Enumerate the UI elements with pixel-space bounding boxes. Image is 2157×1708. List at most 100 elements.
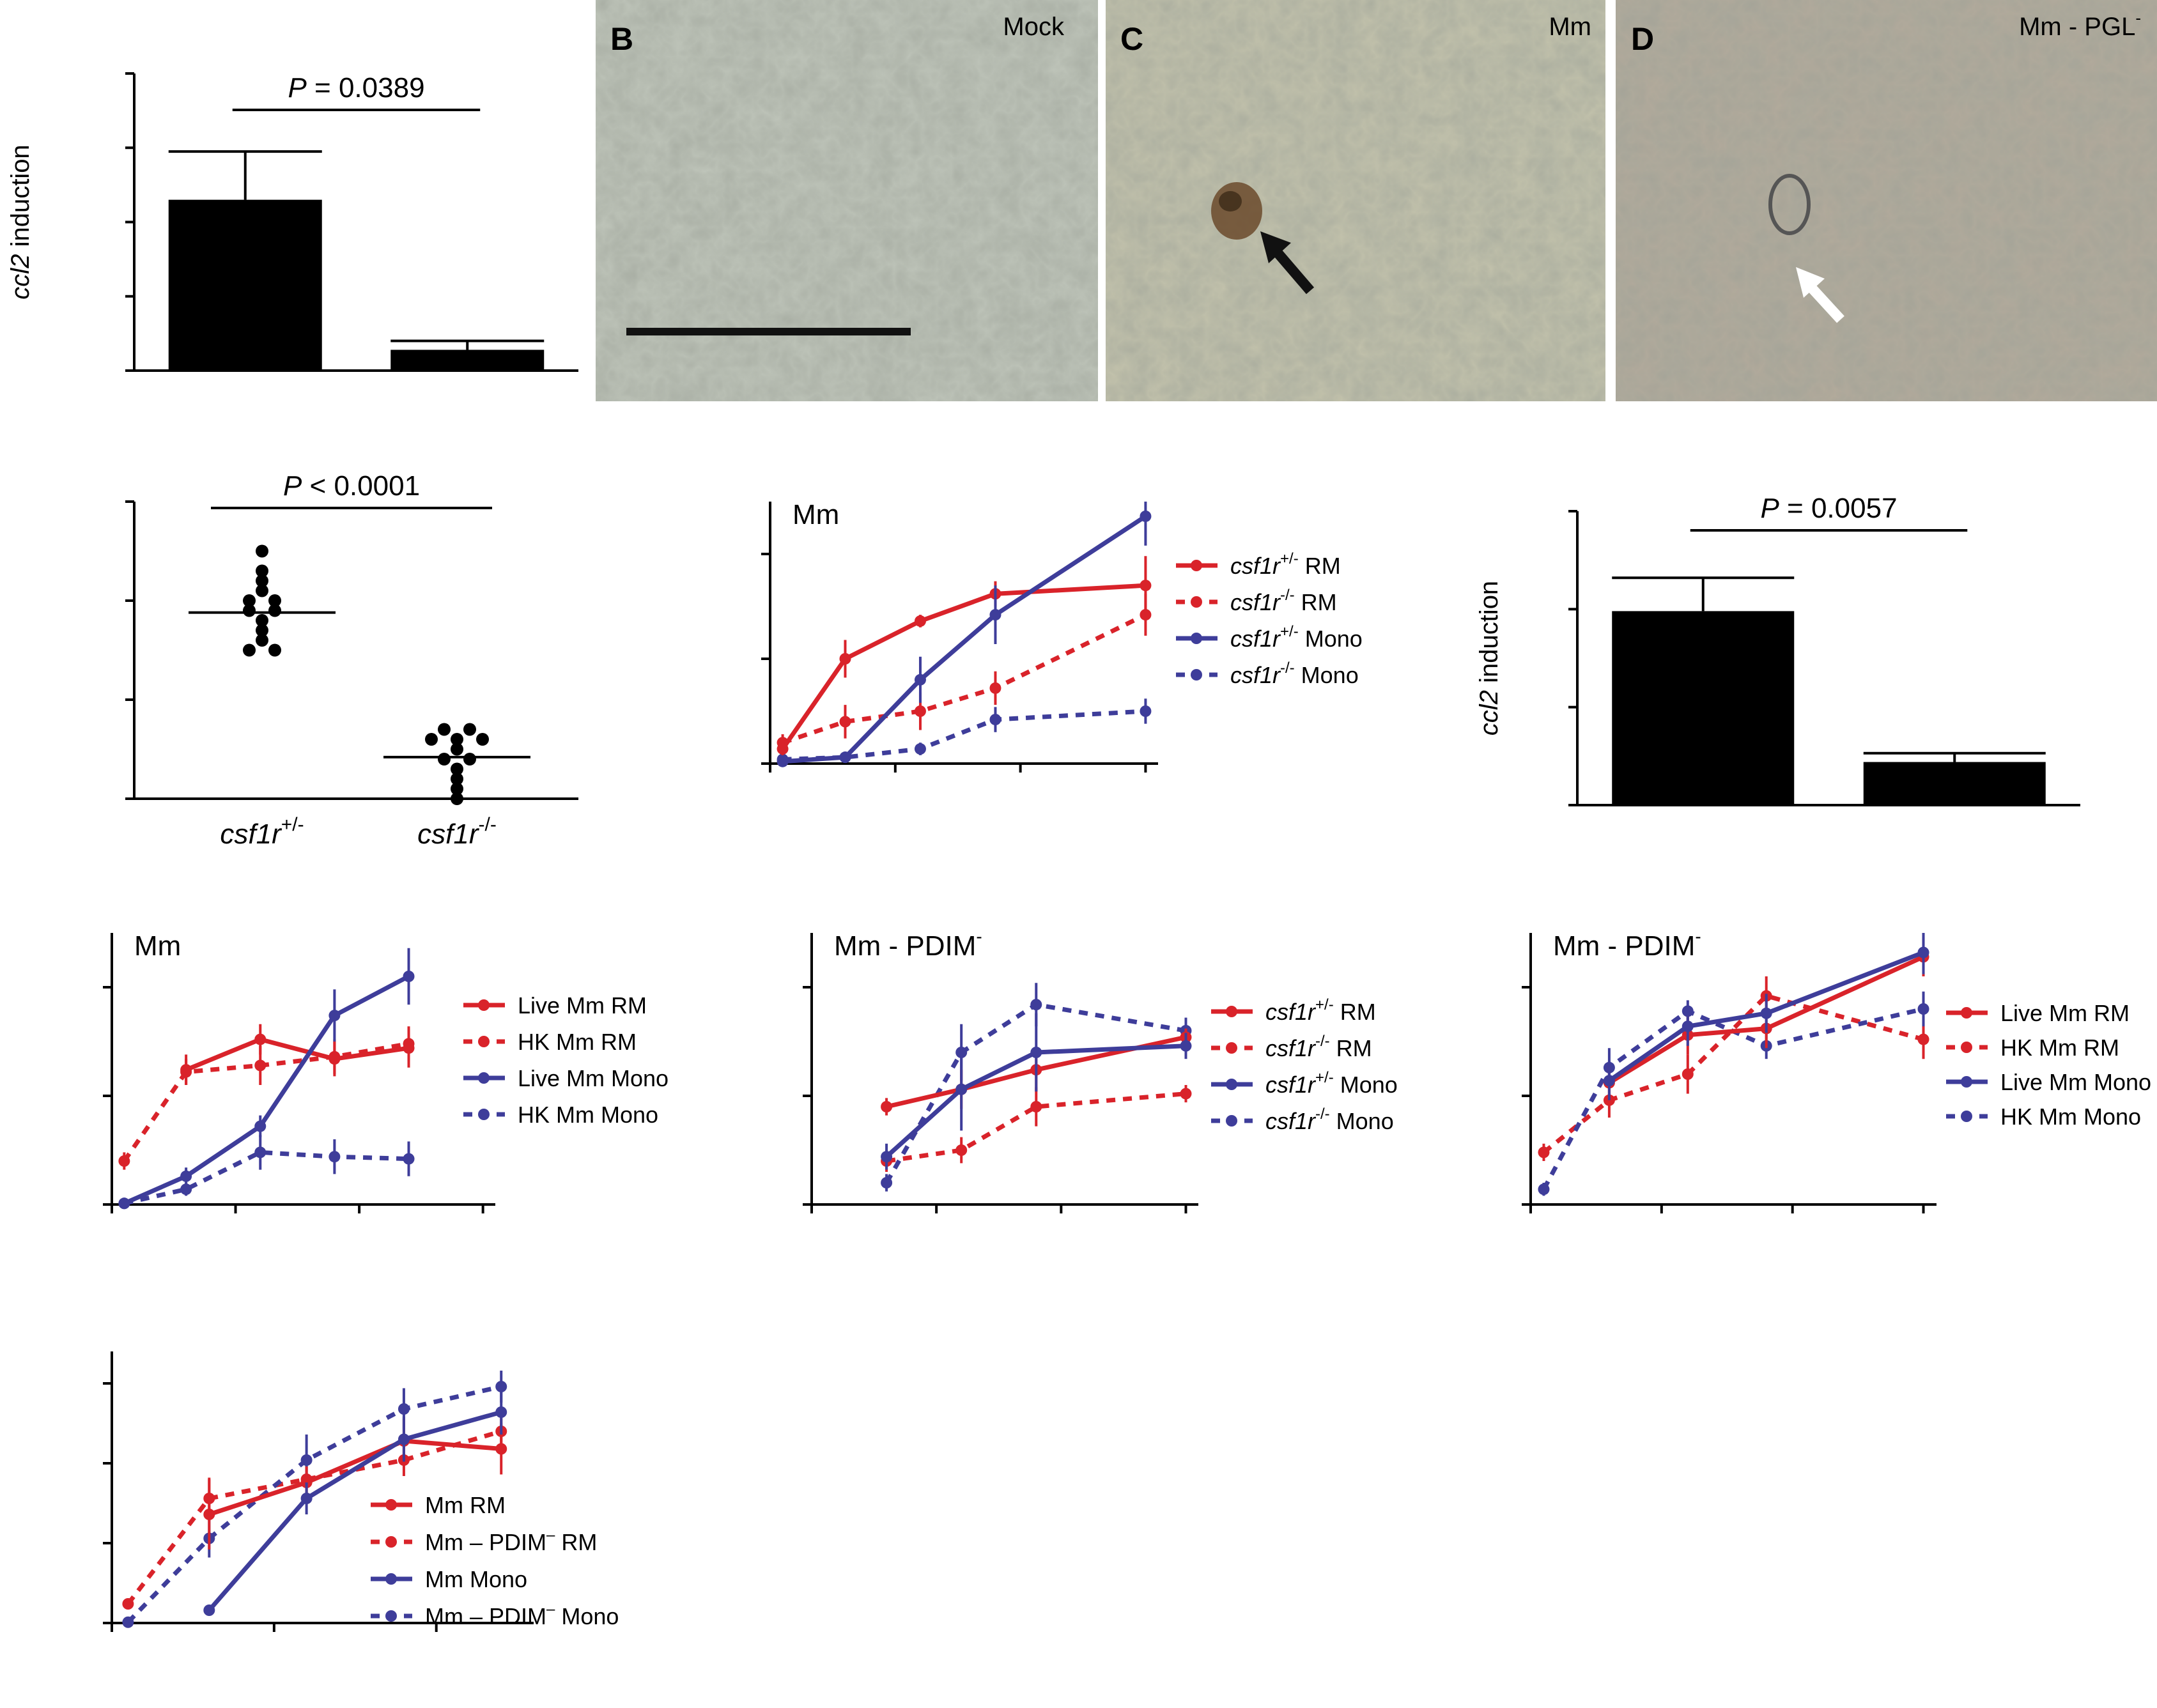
legend-label-1: Mm – PDIM– RM [425,1527,597,1555]
series-2 [777,502,1152,767]
data-point [243,604,256,617]
legend-label-1: csf1r-/- RM [1230,587,1337,615]
legend-marker-3 [1961,1111,1972,1122]
legend-label-0: Live Mm RM [2000,1000,2130,1026]
legend-marker-0 [1191,560,1202,571]
data-point [989,714,1001,726]
series-line [885,1043,1186,1158]
data-point [1180,1088,1192,1100]
legend-marker-1 [1961,1042,1972,1053]
micrograph-d-label: Mm - PGL- [2019,8,2141,41]
legend-marker-0 [478,999,490,1011]
series-line [885,1002,1187,1184]
data-point [451,773,463,785]
chart-k: Mm RM Mm – PDIM– RM Mm Mono Mm – PDIM– Mono [103,1351,619,1632]
data-point [256,574,268,587]
legend-label-0: Live Mm RM [518,992,647,1019]
legend-label-1: HK Mm RM [518,1029,637,1055]
legend-marker-2 [478,1072,490,1084]
data-point [839,751,851,764]
data-point [403,1153,415,1165]
data-point [1538,1183,1550,1196]
chart-i: Mm - PDIM-csf1r+/- RM csf1r-/- RM csf1r+/-… [803,927,1398,1213]
series-line [207,1410,502,1612]
legend-marker-1 [1226,1042,1237,1054]
legend-marker-1 [385,1536,397,1548]
data-point [180,1170,192,1182]
data-point [438,723,451,736]
data-point [451,782,463,796]
data-point [398,1433,410,1445]
cell-outline [1768,174,1811,235]
data-point [463,753,476,766]
data-point [1030,1101,1042,1112]
chart-a: ccl2 induction P = 0.0389 [6,72,578,372]
legend-label-2: Mm Mono [425,1566,527,1592]
data-point [1682,1020,1694,1033]
category-label: csf1r-/- [417,814,497,850]
inset-label: Mm - PDIM- [834,927,982,962]
legend-label-2: Live Mm Mono [2000,1069,2151,1095]
data-point [403,1042,415,1054]
category-label: csf1r+/- [220,814,304,850]
data-point [451,733,463,746]
data-point [256,624,268,637]
data-point [256,544,268,558]
data-point [329,1010,341,1022]
data-point [254,1059,267,1072]
legend-label-0: csf1r+/- RM [1230,550,1341,579]
series-line [886,1091,1186,1164]
charts-layer: ccl2 induction P = 0.0389 csf1r+/- csf1r-/-… [6,72,2151,1632]
legend-marker-0 [385,1499,397,1511]
legend-label-3: csf1r-/- Mono [1265,1105,1394,1134]
data-point [495,1381,507,1392]
data-point [256,584,268,597]
series-0 [777,556,1152,755]
data-point [451,742,463,756]
chart-h: Mm Live Mm RM HK Mm RM Live Mm Mono HK Mm Mo… [103,930,669,1213]
data-point [203,1509,215,1520]
data-point [914,705,926,717]
series-2 [1603,933,1929,1100]
data-point [914,743,926,755]
series-line [126,1384,502,1624]
micrograph-b-label: Mock [1003,13,1065,41]
series-0 [180,1024,415,1085]
micrograph-b: B Mock [596,0,1098,401]
data-point [451,792,463,805]
y-axis-label: ccl2 induction [6,144,35,299]
legend-label-1: csf1r-/- RM [1265,1033,1372,1061]
legend-label-0: csf1r+/- RM [1265,996,1376,1025]
data-point [914,615,926,627]
series-line [782,612,1147,745]
data-point [403,971,415,982]
data-point [398,1403,410,1415]
data-point [254,1146,267,1158]
data-point [777,743,789,755]
series-3 [1538,991,1929,1196]
data-point [300,1493,313,1504]
infected-cell-core [1219,191,1242,212]
series-2 [881,1013,1192,1170]
data-point [777,755,789,767]
data-point [118,1155,130,1167]
data-point [1603,1075,1615,1087]
black-arrow-icon [1260,231,1315,295]
legend-marker-2 [1226,1079,1237,1090]
series-line [123,1150,409,1206]
series-2 [203,1390,507,1616]
data-point [1682,1068,1694,1080]
series-line [886,1035,1187,1109]
legend-label-2: csf1r+/- Mono [1230,623,1363,652]
data-point [268,594,281,607]
data-point [1030,999,1042,1011]
legend-marker-3 [1226,1115,1237,1127]
group-1 [383,723,530,805]
data-point [881,1151,893,1163]
chart-e: csf1r+/- csf1r-/- P < 0.0001 [125,470,578,850]
data-point [989,609,1001,621]
series-line [1542,1006,1924,1190]
data-point [254,1033,267,1045]
chart-f: Mm csf1r+/- RM csf1r-/- RM csf1r+/- Mono csf… [761,499,1363,773]
series-line [208,1438,502,1517]
